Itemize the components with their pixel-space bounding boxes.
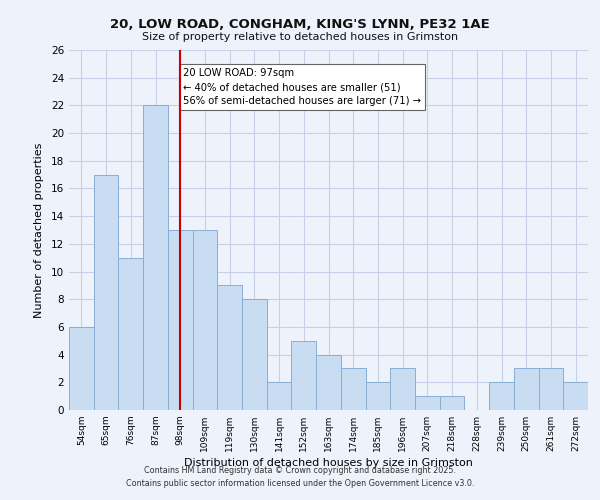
Bar (563, 382, 588, 410)
Bar (94, 174, 118, 410)
Text: Contains HM Land Registry data © Crown copyright and database right 2025.
Contai: Contains HM Land Registry data © Crown c… (126, 466, 474, 487)
Text: 20, LOW ROAD, CONGHAM, KING'S LYNN, PE32 1AE: 20, LOW ROAD, CONGHAM, KING'S LYNN, PE32… (110, 18, 490, 30)
Bar (292, 341, 316, 410)
Bar (143, 106, 168, 410)
Bar (193, 230, 217, 410)
Bar (69, 327, 94, 410)
Bar (539, 368, 563, 410)
Bar (118, 258, 143, 410)
Bar (514, 368, 539, 410)
Bar (365, 382, 390, 410)
Bar (316, 354, 341, 410)
Bar (415, 396, 440, 410)
Bar (242, 299, 267, 410)
X-axis label: Distribution of detached houses by size in Grimston: Distribution of detached houses by size … (184, 458, 473, 468)
Text: 20 LOW ROAD: 97sqm
← 40% of detached houses are smaller (51)
56% of semi-detache: 20 LOW ROAD: 97sqm ← 40% of detached hou… (183, 68, 421, 106)
Bar (267, 382, 292, 410)
Bar (217, 286, 242, 410)
Bar (440, 396, 464, 410)
Bar (489, 382, 514, 410)
Bar (390, 368, 415, 410)
Text: Size of property relative to detached houses in Grimston: Size of property relative to detached ho… (142, 32, 458, 42)
Y-axis label: Number of detached properties: Number of detached properties (34, 142, 44, 318)
Bar (341, 368, 365, 410)
Bar (168, 230, 193, 410)
